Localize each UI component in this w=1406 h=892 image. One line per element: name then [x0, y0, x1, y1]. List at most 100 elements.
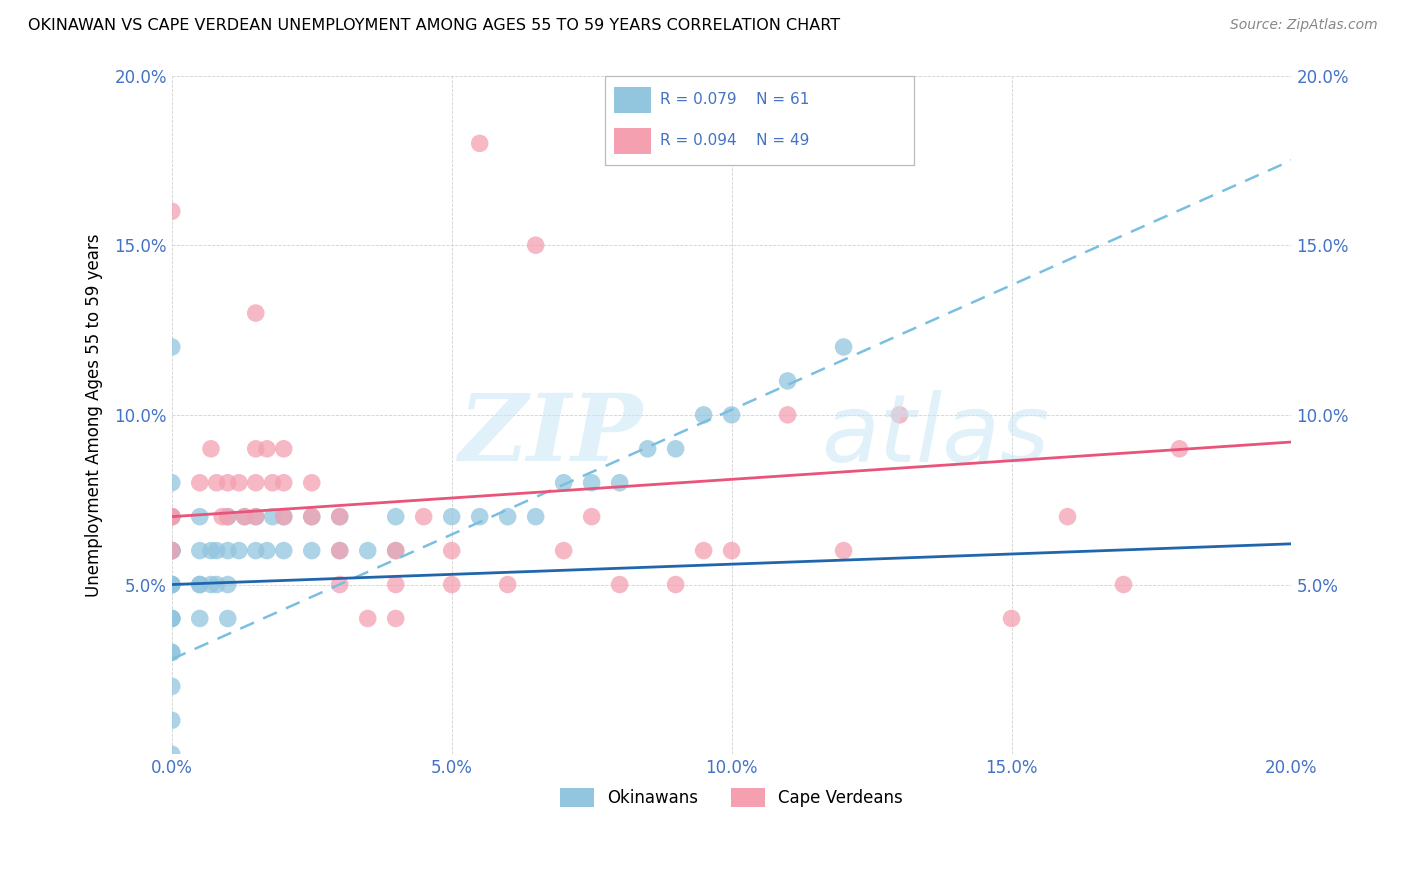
Point: [217, 611, 239, 625]
Point: [160, 611, 183, 625]
Point: [1000, 611, 1022, 625]
Y-axis label: Unemployment Among Ages 55 to 59 years: Unemployment Among Ages 55 to 59 years: [86, 233, 103, 597]
Point: [720, 408, 742, 422]
Point: [211, 509, 233, 524]
Point: [524, 238, 547, 252]
Point: [273, 543, 295, 558]
Point: [256, 442, 278, 456]
Point: [245, 306, 267, 320]
Point: [1168, 442, 1191, 456]
Point: [496, 509, 519, 524]
Point: [160, 340, 183, 354]
Point: [384, 543, 406, 558]
Point: [1056, 509, 1078, 524]
Point: [301, 543, 323, 558]
Point: [262, 509, 284, 524]
Point: [217, 543, 239, 558]
Point: [468, 509, 491, 524]
Point: [205, 475, 228, 490]
Point: [384, 543, 406, 558]
Point: [160, 645, 183, 659]
Point: [200, 442, 222, 456]
Point: [160, 509, 183, 524]
Point: [217, 577, 239, 591]
Point: [245, 475, 267, 490]
Text: ZIP: ZIP: [458, 390, 643, 480]
Point: [233, 509, 256, 524]
Point: [329, 509, 352, 524]
Point: [384, 611, 406, 625]
Point: [776, 374, 799, 388]
Text: R = 0.094    N = 49: R = 0.094 N = 49: [661, 134, 810, 148]
Point: [233, 509, 256, 524]
Point: [496, 577, 519, 591]
Point: [692, 408, 714, 422]
Legend: Okinawans, Cape Verdeans: Okinawans, Cape Verdeans: [554, 781, 910, 814]
Point: [609, 577, 631, 591]
Point: [262, 475, 284, 490]
Point: [217, 509, 239, 524]
Point: [160, 543, 183, 558]
FancyBboxPatch shape: [614, 128, 651, 154]
Point: [329, 509, 352, 524]
Point: [245, 442, 267, 456]
Point: [553, 475, 575, 490]
Point: [581, 509, 603, 524]
Point: [329, 543, 352, 558]
Point: [357, 543, 380, 558]
Point: [524, 509, 547, 524]
Point: [776, 408, 799, 422]
Point: [273, 509, 295, 524]
Point: [228, 543, 250, 558]
Point: [301, 509, 323, 524]
Point: [160, 577, 183, 591]
Point: [412, 509, 434, 524]
Point: [228, 475, 250, 490]
Point: [200, 543, 222, 558]
Point: [217, 475, 239, 490]
Point: [188, 509, 211, 524]
Text: R = 0.079    N = 61: R = 0.079 N = 61: [661, 93, 810, 107]
Point: [160, 543, 183, 558]
Point: [301, 509, 323, 524]
Point: [160, 543, 183, 558]
Point: [329, 543, 352, 558]
Point: [188, 475, 211, 490]
Point: [273, 475, 295, 490]
Point: [188, 577, 211, 591]
Point: [440, 509, 463, 524]
Point: [160, 577, 183, 591]
Point: [160, 645, 183, 659]
Point: [637, 442, 659, 456]
Point: [205, 543, 228, 558]
Point: [384, 577, 406, 591]
Point: [329, 577, 352, 591]
Point: [205, 577, 228, 591]
Point: [160, 577, 183, 591]
Point: [273, 509, 295, 524]
Point: [160, 543, 183, 558]
Point: [581, 475, 603, 490]
Point: [720, 543, 742, 558]
Text: atlas: atlas: [821, 390, 1049, 481]
Point: [665, 442, 688, 456]
Point: [609, 475, 631, 490]
Point: [256, 543, 278, 558]
Point: [245, 509, 267, 524]
Point: [160, 747, 183, 762]
Point: [440, 543, 463, 558]
Point: [160, 475, 183, 490]
Point: [160, 543, 183, 558]
Point: [832, 340, 855, 354]
FancyBboxPatch shape: [614, 87, 651, 113]
Point: [1112, 577, 1135, 591]
Point: [468, 136, 491, 151]
Point: [889, 408, 911, 422]
Point: [200, 577, 222, 591]
Point: [553, 543, 575, 558]
Point: [160, 509, 183, 524]
Point: [160, 577, 183, 591]
Point: [188, 611, 211, 625]
Point: [384, 509, 406, 524]
Point: [160, 204, 183, 219]
